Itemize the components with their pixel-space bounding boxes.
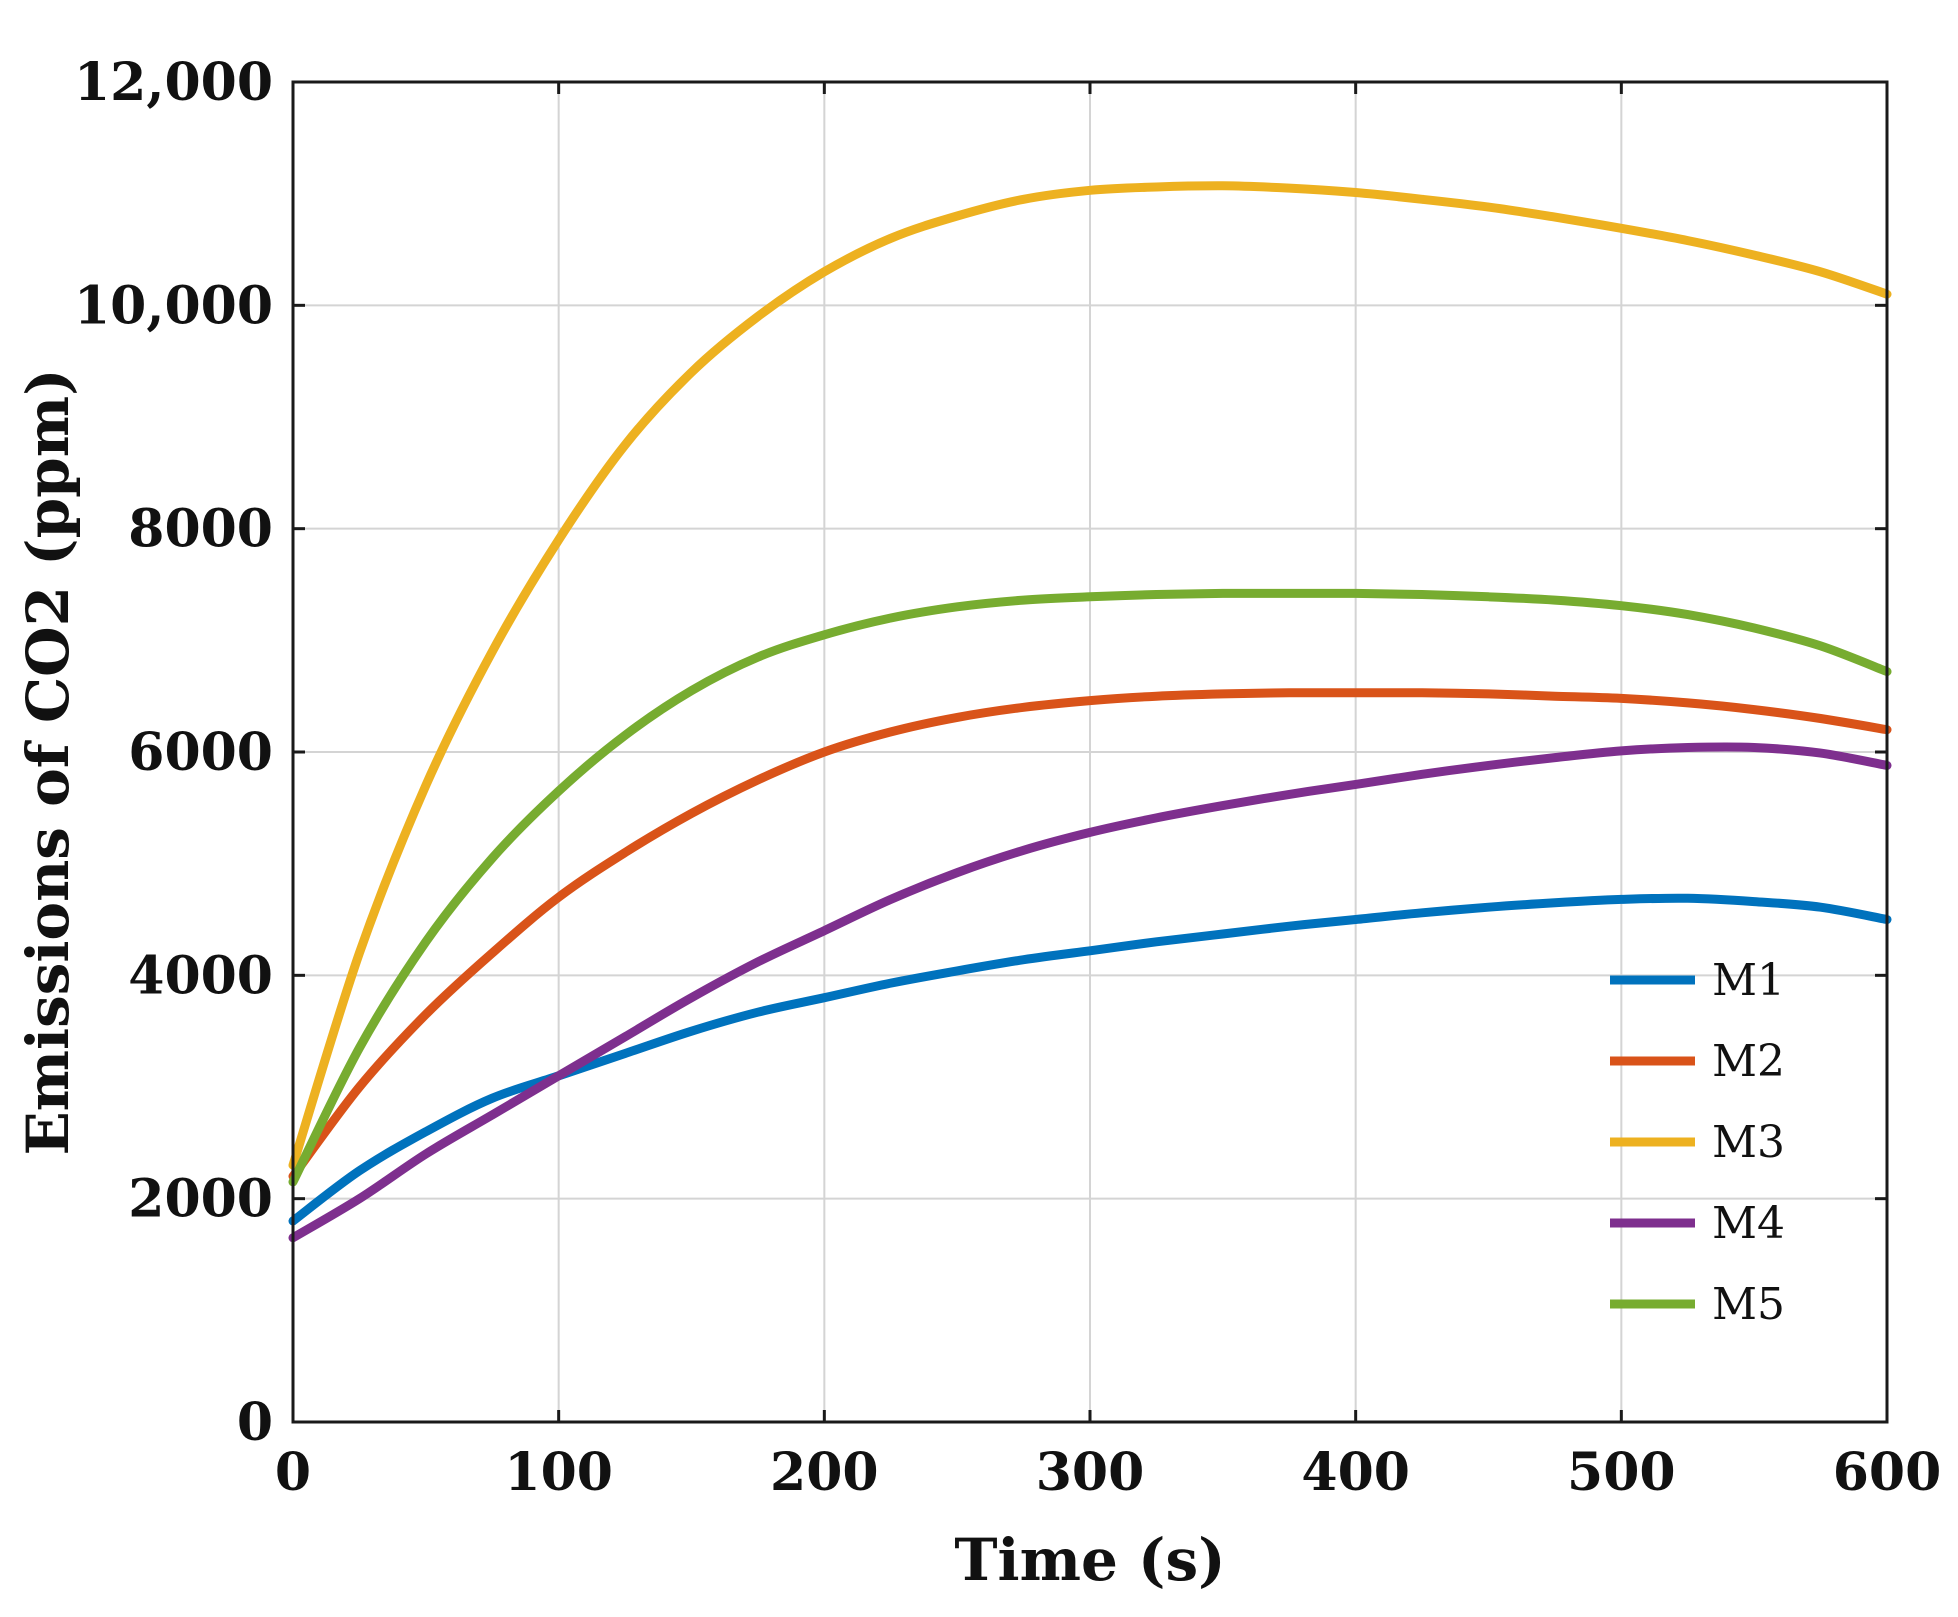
legend-label-m5: M5 xyxy=(1712,1279,1785,1330)
x-tick-label-4: 400 xyxy=(1301,1442,1410,1503)
x-tick-label-6: 600 xyxy=(1833,1442,1942,1503)
y-tick-label-5: 10,000 xyxy=(74,275,273,336)
x-tick-label-3: 300 xyxy=(1036,1442,1145,1503)
series-line-m3 xyxy=(288,181,1892,1170)
y-tick-label-1: 2000 xyxy=(128,1169,273,1230)
legend-label-m1: M1 xyxy=(1712,955,1785,1006)
series-line-m4 xyxy=(288,742,1892,1243)
x-axis-label: Time (s) xyxy=(954,1526,1225,1594)
legend-label-m4: M4 xyxy=(1712,1198,1785,1249)
x-tick-label-0: 0 xyxy=(275,1442,311,1503)
y-tick-label-2: 4000 xyxy=(128,945,273,1006)
legend-label-m3: M3 xyxy=(1712,1117,1785,1168)
series-line-m5 xyxy=(288,588,1892,1187)
x-tick-labels: 0 100 200 300 400 500 600 xyxy=(275,1442,1941,1503)
ticks xyxy=(291,80,1889,1424)
series-group xyxy=(288,181,1892,1243)
series-line-m2 xyxy=(288,688,1892,1181)
x-tick-label-2: 200 xyxy=(770,1442,879,1503)
y-axis-label: Emissions of CO2 (ppm) xyxy=(14,368,82,1155)
y-tick-label-3: 6000 xyxy=(128,722,273,783)
x-tick-label-5: 500 xyxy=(1567,1442,1676,1503)
y-tick-label-0: 0 xyxy=(237,1392,273,1453)
y-tick-label-4: 8000 xyxy=(128,499,273,560)
y-tick-labels: 0 2000 4000 6000 8000 10,000 12,000 xyxy=(74,52,273,1453)
x-tick-label-1: 100 xyxy=(504,1442,613,1503)
legend-label-m2: M2 xyxy=(1712,1036,1785,1087)
legend: M1 M2 M3 M4 M5 xyxy=(1610,955,1785,1330)
y-tick-label-6: 12,000 xyxy=(74,52,273,113)
